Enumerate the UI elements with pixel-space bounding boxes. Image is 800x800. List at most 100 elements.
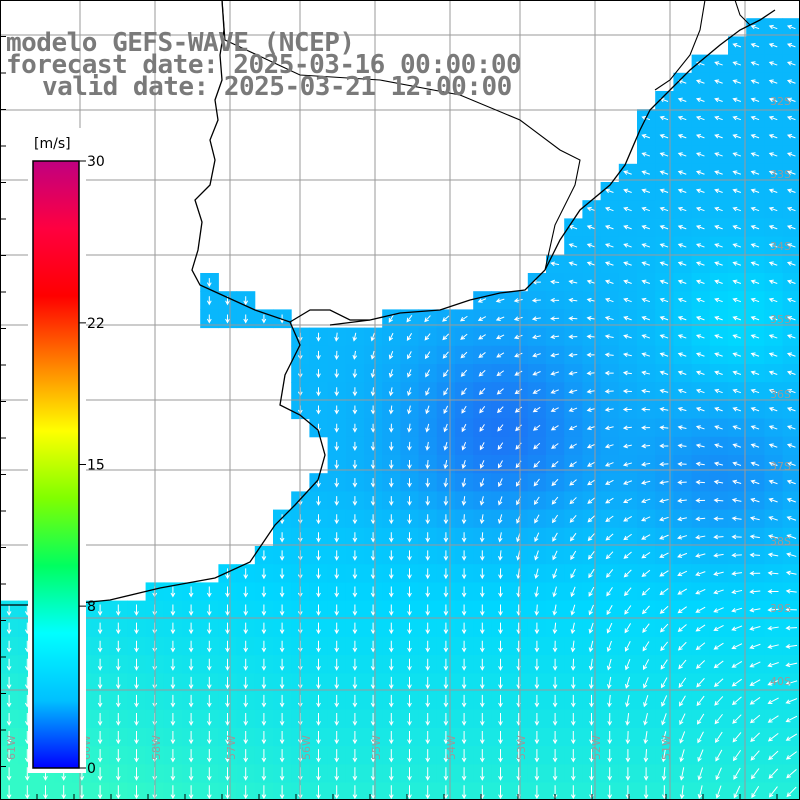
- wind-arrow: [334, 604, 340, 616]
- wind-arrow: [261, 731, 267, 745]
- wind-arrow: [749, 570, 761, 576]
- wind-arrow: [695, 534, 706, 540]
- wind-arrow: [407, 441, 412, 451]
- wind-arrow: [678, 659, 687, 670]
- wind-arrow: [188, 586, 194, 598]
- wind-arrow: [388, 586, 394, 598]
- wind-arrow: [750, 497, 760, 503]
- wind-arrow: [586, 316, 596, 321]
- wind-arrow: [334, 496, 340, 506]
- wind-arrow: [498, 731, 503, 745]
- wind-arrow: [425, 586, 431, 598]
- wind-arrow: [370, 622, 376, 635]
- wind-arrow: [334, 640, 340, 653]
- wind-arrow: [714, 170, 723, 175]
- wind-arrow: [370, 532, 376, 543]
- wind-arrow: [407, 387, 412, 397]
- wind-arrow: [586, 389, 596, 394]
- wind-arrow: [604, 225, 614, 230]
- wind-arrow: [732, 732, 742, 743]
- wind-arrow: [334, 350, 340, 360]
- wind-arrow: [607, 767, 613, 781]
- wind-arrow: [6, 749, 12, 763]
- colorbar-tick-label: 30: [87, 154, 105, 170]
- wind-arrow: [552, 568, 558, 579]
- colorbar-unit: [m/s]: [34, 136, 71, 152]
- wind-arrow: [514, 406, 523, 413]
- wind-arrow: [225, 314, 230, 324]
- wind-arrow: [768, 61, 778, 66]
- wind-arrow: [352, 622, 358, 635]
- wind-arrow: [24, 767, 30, 781]
- wind-arrow: [316, 658, 321, 671]
- wind-arrow: [407, 622, 412, 635]
- wind-arrow: [443, 749, 449, 763]
- wind-arrow: [604, 206, 614, 212]
- wind-arrow: [461, 532, 467, 543]
- wind-arrow: [785, 662, 798, 668]
- wind-arrow: [352, 423, 358, 433]
- wind-arrow: [316, 532, 321, 543]
- wind-arrow: [750, 188, 760, 194]
- wind-arrow: [768, 297, 778, 303]
- wind-arrow: [352, 459, 358, 470]
- wind-arrow: [243, 658, 249, 671]
- wind-arrow: [206, 604, 212, 616]
- wind-arrow: [243, 568, 249, 580]
- wind-arrow: [570, 586, 576, 598]
- wind-arrow: [79, 785, 85, 800]
- wind-arrow: [407, 712, 412, 726]
- wind-arrow: [170, 586, 176, 598]
- wind-arrow: [388, 405, 394, 415]
- latitude-label: 34S: [770, 240, 791, 253]
- wind-arrow: [497, 496, 503, 506]
- wind-arrow: [659, 588, 669, 596]
- wind-arrow: [605, 533, 614, 541]
- wind-arrow: [552, 550, 558, 561]
- wind-arrow: [786, 461, 796, 467]
- wind-arrow: [115, 694, 121, 708]
- wind-arrow: [279, 640, 285, 653]
- wind-arrow: [461, 731, 467, 745]
- wind-arrow: [261, 604, 267, 616]
- wind-arrow: [750, 152, 760, 157]
- wind-arrow: [334, 478, 340, 488]
- wind-arrow: [732, 388, 742, 394]
- wind-arrow: [622, 388, 632, 394]
- wind-arrow: [604, 334, 614, 339]
- wind-arrow: [534, 785, 540, 800]
- wind-arrow: [695, 115, 705, 121]
- longitude-labels: 61W 60W 58W 57W 56W 55W 54W 53W 52W 51W: [5, 735, 673, 760]
- wind-arrow: [569, 514, 577, 523]
- wind-arrow: [407, 694, 412, 708]
- wind-arrow: [750, 170, 760, 175]
- wind-arrow: [243, 676, 249, 690]
- wind-arrow: [588, 586, 595, 597]
- colorbar-tick-label: 0: [87, 761, 96, 777]
- wind-arrow: [425, 550, 431, 561]
- wind-arrow: [261, 749, 267, 763]
- wind-arrow: [6, 767, 12, 781]
- wind-arrow: [388, 423, 394, 433]
- wind-arrow: [659, 243, 669, 248]
- wind-arrow: [786, 516, 797, 521]
- wind-arrow: [243, 712, 249, 726]
- wind-arrow: [461, 405, 467, 414]
- wind-arrow: [641, 243, 651, 248]
- wind-arrow: [498, 550, 503, 561]
- wind-arrow: [370, 478, 376, 488]
- wind-arrow: [552, 532, 558, 542]
- wind-arrow: [334, 459, 340, 470]
- wind-arrow: [750, 79, 760, 84]
- wind-arrow: [786, 425, 796, 430]
- longitude-label: 58W: [150, 735, 163, 760]
- wind-arrow: [443, 640, 449, 653]
- wind-arrow: [532, 334, 541, 340]
- wind-arrow: [677, 225, 687, 230]
- wind-arrow: [677, 97, 687, 103]
- longitude-label: 55W: [370, 735, 383, 760]
- wind-arrow: [425, 387, 430, 396]
- wind-arrow: [679, 749, 685, 763]
- wind-arrow: [461, 694, 467, 708]
- wind-arrow: [659, 188, 669, 194]
